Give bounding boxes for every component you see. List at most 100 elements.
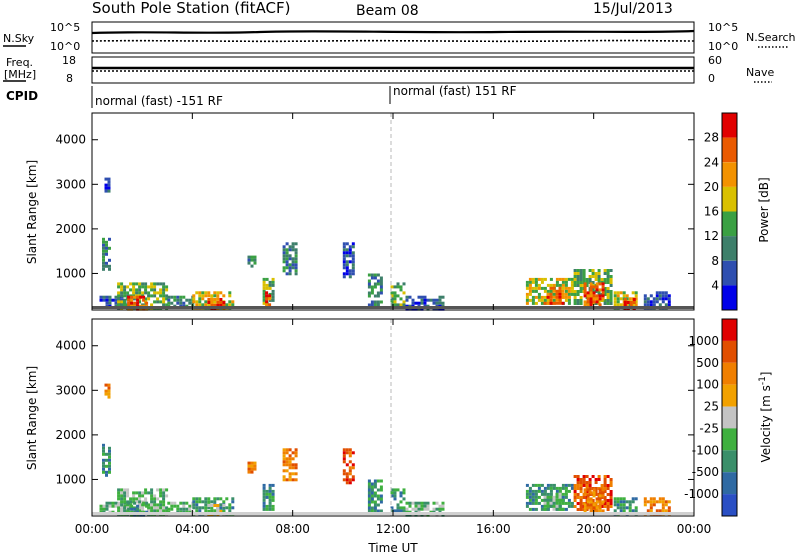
velocity-cell xyxy=(561,495,565,499)
power-cell xyxy=(592,294,596,298)
velocity-cell xyxy=(631,497,635,501)
power-cell xyxy=(588,269,592,272)
power-cell xyxy=(247,261,251,265)
power-cell xyxy=(601,288,605,292)
velocity-cell xyxy=(367,482,371,486)
velocity-cell xyxy=(631,500,635,504)
power-cell xyxy=(198,294,202,298)
velocity-cell xyxy=(528,492,532,496)
velocity-cell xyxy=(643,497,647,501)
velocity-cell xyxy=(159,509,163,513)
velocity-cell xyxy=(159,506,163,510)
velocity-cell xyxy=(104,392,108,396)
colorbar-swatch xyxy=(722,162,737,187)
velocity-cell xyxy=(99,507,103,511)
velocity-cluster xyxy=(342,448,355,485)
cpid-strip: CPID normal (fast) -151 RF normal (fast)… xyxy=(6,84,517,108)
velocity-cell xyxy=(288,457,292,461)
nsky-tick-bottom: 10^0 xyxy=(50,40,80,53)
velocity-cell xyxy=(564,507,568,511)
velocity-cell xyxy=(291,466,295,470)
velocity-cell xyxy=(156,488,160,492)
velocity-cell xyxy=(210,506,214,510)
power-cell xyxy=(561,301,565,305)
power-cell xyxy=(649,294,653,298)
power-cell xyxy=(373,285,377,289)
power-cell xyxy=(138,288,142,292)
velocity-cell xyxy=(268,504,272,508)
velocity-cell xyxy=(165,506,169,510)
colorbar-swatch xyxy=(722,494,737,516)
power-cell xyxy=(373,300,377,304)
power-cell xyxy=(102,267,105,271)
power-cell xyxy=(540,277,544,281)
power-cell xyxy=(576,290,580,293)
power-cell xyxy=(159,300,163,304)
velocity-cell xyxy=(649,503,653,507)
velocity-cell xyxy=(619,500,623,504)
velocity-cell xyxy=(655,500,659,504)
velocity-cell xyxy=(282,454,286,458)
power-cell xyxy=(210,301,214,304)
velocity-cell xyxy=(117,488,121,492)
power-cell xyxy=(558,277,562,281)
power-cell xyxy=(271,283,275,287)
y-tick-label: 4000 xyxy=(55,339,86,353)
velocity-cell xyxy=(570,501,574,505)
velocity-cell xyxy=(107,389,111,393)
velocity-cell xyxy=(411,501,415,505)
velocity-cell xyxy=(268,498,272,502)
power-cell xyxy=(141,291,145,295)
power-cell xyxy=(426,298,430,302)
power-cell xyxy=(105,252,108,256)
velocity-cell xyxy=(150,488,154,492)
velocity-cell xyxy=(133,501,137,505)
velocity-cell xyxy=(534,507,538,511)
velocity-cell xyxy=(162,509,166,513)
velocity-cell xyxy=(104,389,108,393)
power-cell xyxy=(603,281,607,284)
power-cell xyxy=(294,260,298,264)
power-cell xyxy=(601,282,605,286)
power-cell xyxy=(537,286,541,290)
velocity-cell xyxy=(549,486,553,490)
power-cell xyxy=(549,286,553,290)
velocity-cell xyxy=(606,484,610,487)
velocity-cell xyxy=(555,498,559,502)
nsky-label: N.Sky xyxy=(3,32,35,45)
power-cell xyxy=(594,272,598,275)
velocity-cell xyxy=(402,488,406,492)
velocity-cell xyxy=(271,504,275,508)
power-cell xyxy=(351,260,355,264)
velocity-cell xyxy=(582,496,586,499)
power-cluster xyxy=(543,286,565,305)
power-cell xyxy=(105,240,108,244)
power-cell xyxy=(616,291,620,295)
velocity-cell xyxy=(396,503,400,507)
velocity-cell xyxy=(210,500,214,504)
power-cell xyxy=(219,291,223,295)
power-cell xyxy=(117,294,121,298)
power-data-layer xyxy=(92,177,694,311)
power-cell xyxy=(130,301,134,305)
velocity-cell xyxy=(585,481,589,484)
power-cell xyxy=(576,284,580,287)
velocity-cell xyxy=(142,513,146,517)
velocity-cell xyxy=(104,383,108,387)
power-cell xyxy=(600,278,604,281)
velocity-cell xyxy=(192,506,196,510)
power-cell xyxy=(622,291,626,295)
power-cell xyxy=(213,291,217,295)
power-cell xyxy=(216,304,220,307)
power-cell xyxy=(141,285,145,289)
power-cell xyxy=(288,269,292,273)
power-cell xyxy=(628,297,632,301)
velocity-cell xyxy=(123,494,127,498)
power-cell xyxy=(150,294,154,298)
power-cell xyxy=(435,301,439,305)
power-cell xyxy=(652,300,656,304)
power-cell xyxy=(108,246,111,250)
velocity-cell xyxy=(441,504,445,508)
velocity-cell xyxy=(664,509,668,513)
nsearch-tick-bottom: 10^0 xyxy=(708,40,738,53)
